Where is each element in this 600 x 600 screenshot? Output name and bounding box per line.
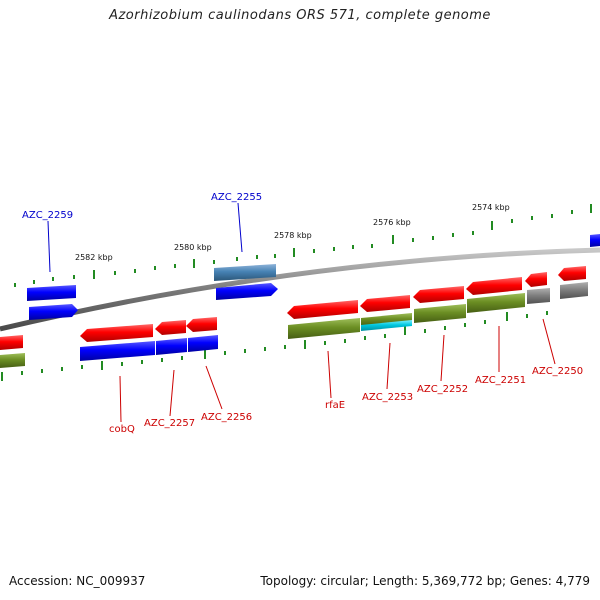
gene-feature[interactable] [0, 353, 25, 368]
gene-feature[interactable] [287, 300, 358, 319]
map-title: Azorhizobium caulinodans ORS 571, comple… [109, 8, 491, 23]
gene-feature[interactable] [216, 283, 278, 300]
gene-feature[interactable] [188, 335, 218, 352]
gene-feature[interactable] [558, 266, 586, 281]
gene-feature[interactable] [288, 318, 360, 339]
gene-feature[interactable] [360, 295, 410, 312]
gene-label[interactable]: AZC_2250 [532, 366, 583, 377]
scale-label: 2580 kbp [174, 243, 212, 252]
scale-label: 2574 kbp [472, 203, 510, 212]
gene-feature[interactable] [155, 320, 186, 335]
scale-label: 2576 kbp [373, 218, 411, 227]
gene-label[interactable]: AZC_2256 [201, 412, 252, 423]
gene-feature[interactable] [186, 317, 217, 332]
gene-label[interactable]: cobQ [109, 424, 135, 435]
outer-scale-ticks [14, 204, 592, 287]
upper-gene-track [27, 234, 600, 320]
cog-track [0, 282, 588, 368]
gene-feature[interactable] [0, 335, 23, 350]
gene-feature[interactable] [413, 286, 464, 303]
scale-label: 2582 kbp [75, 253, 113, 262]
red-gene-track [0, 266, 586, 350]
gene-feature[interactable] [156, 338, 187, 355]
gene-label[interactable]: AZC_2257 [144, 418, 195, 429]
gene-feature[interactable] [467, 293, 525, 313]
gene-label[interactable]: rfaE [325, 400, 345, 411]
gene-label[interactable]: AZC_2253 [362, 392, 413, 403]
gene-label[interactable]: AZC_2251 [475, 375, 526, 386]
accession-text: Accession: NC_009937 [9, 574, 146, 588]
gene-feature[interactable] [29, 304, 78, 320]
gene-feature[interactable] [80, 341, 155, 361]
gene-label[interactable]: AZC_2252 [417, 384, 468, 395]
gene-labels: AZC_2259 AZC_2255 cobQ AZC_2257 AZC_2256… [22, 192, 583, 435]
gene-label[interactable]: AZC_2259 [22, 210, 73, 221]
gene-feature[interactable] [80, 324, 153, 342]
gene-feature[interactable] [466, 277, 522, 295]
gene-label[interactable]: AZC_2255 [211, 192, 262, 203]
scale-labels: 2582 kbp 2580 kbp 2578 kbp 2576 kbp 2574… [75, 203, 510, 262]
gene-feature[interactable] [525, 272, 547, 287]
gene-feature[interactable] [560, 282, 588, 299]
genome-summary: Topology: circular; Length: 5,369,772 bp… [260, 574, 590, 588]
gene-feature[interactable] [214, 264, 276, 281]
gene-feature[interactable] [361, 313, 412, 326]
genome-backbone [0, 247, 600, 332]
gene-feature[interactable] [27, 285, 76, 301]
gene-feature[interactable] [527, 288, 550, 304]
gene-feature[interactable] [361, 320, 412, 331]
gene-feature[interactable] [590, 234, 600, 247]
gene-feature[interactable] [414, 304, 466, 323]
label-leaders [47, 202, 556, 423]
inner-scale-ticks [1, 311, 548, 381]
scale-label: 2578 kbp [274, 231, 312, 240]
